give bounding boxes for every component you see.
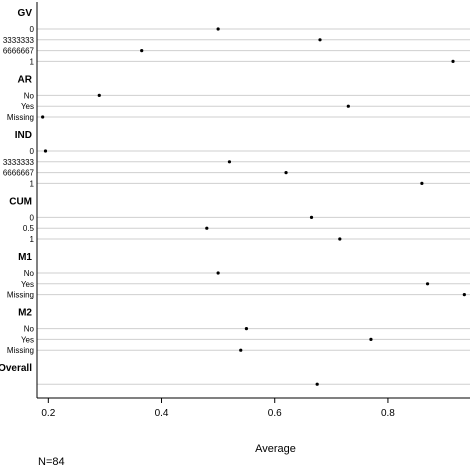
x-tick-label: 0.2 — [41, 408, 55, 419]
group-label-m1: M1 — [18, 252, 32, 263]
row-label: 3333333 — [3, 36, 35, 45]
row-label: 6666667 — [3, 47, 35, 56]
row-label: Missing — [7, 346, 34, 355]
row-label: Yes — [21, 280, 34, 289]
data-point — [338, 237, 342, 241]
row-label: 0 — [30, 147, 35, 156]
row-label: 0.5 — [23, 224, 35, 233]
x-tick-label: 0.4 — [155, 408, 169, 419]
x-axis-title: Average — [255, 443, 296, 455]
data-point — [140, 49, 144, 53]
group-label-gv: GV — [18, 8, 33, 19]
row-label: Yes — [21, 335, 34, 344]
data-point — [205, 226, 209, 230]
row-label: 3333333 — [3, 158, 35, 167]
sample-size-note: N=84 — [38, 456, 65, 468]
row-label: 1 — [30, 235, 35, 244]
data-point — [318, 38, 322, 42]
data-point — [451, 59, 455, 64]
x-tick-label: 0.6 — [268, 408, 282, 419]
row-label: No — [24, 325, 35, 334]
row-label: Missing — [7, 291, 34, 300]
row-label: 0 — [30, 213, 35, 222]
row-label: 1 — [30, 179, 35, 188]
row-label: 6666667 — [3, 169, 35, 178]
row-label: Missing — [7, 113, 34, 122]
data-point — [43, 149, 48, 153]
x-tick-label: 0.8 — [381, 408, 395, 419]
row-label: No — [24, 269, 35, 278]
row-label: 1 — [30, 57, 35, 66]
data-point — [420, 181, 424, 185]
group-label-ind: IND — [15, 130, 32, 141]
data-point — [369, 337, 373, 341]
data-point — [216, 27, 220, 31]
data-point — [425, 282, 430, 286]
group-label-overall: Overall — [0, 363, 32, 374]
data-point — [244, 327, 249, 331]
row-label: 0 — [30, 25, 35, 34]
data-point — [97, 93, 101, 97]
group-label-ar: AR — [18, 74, 33, 85]
row-label: Yes — [21, 102, 34, 111]
data-point — [227, 160, 232, 164]
data-point — [284, 171, 288, 175]
data-point — [216, 271, 220, 275]
data-point — [239, 348, 243, 352]
group-label-cum: CUM — [9, 196, 32, 207]
data-point — [41, 115, 45, 119]
data-point — [315, 382, 319, 386]
data-point — [462, 293, 466, 297]
row-label: No — [24, 91, 35, 100]
data-point — [346, 104, 350, 108]
data-point — [309, 215, 314, 219]
group-label-m2: M2 — [18, 308, 32, 319]
